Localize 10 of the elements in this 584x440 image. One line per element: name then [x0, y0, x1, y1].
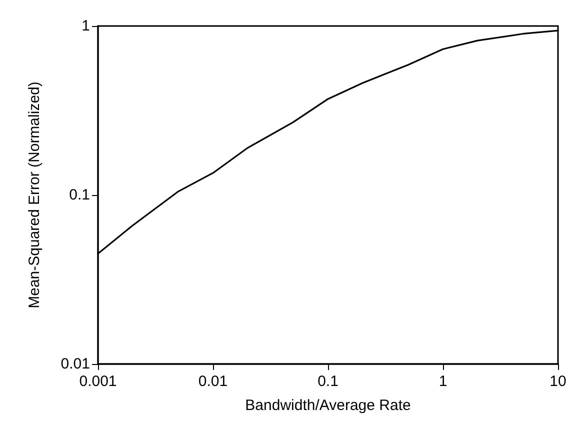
y-tick-label: 1	[82, 18, 90, 34]
x-tick-label: 0.1	[318, 373, 338, 390]
y-tick-label: 0.01	[60, 356, 90, 372]
y-axis-title: Mean-Squared Error (Normalized)	[26, 82, 43, 308]
x-tick-label: 0.01	[198, 373, 228, 390]
x-tick-label: 10	[550, 373, 566, 390]
y-tick-label: 0.1	[69, 186, 90, 204]
x-tick-label: 0.001	[79, 373, 117, 390]
x-tick-label: 1	[438, 373, 448, 390]
x-axis-title: Bandwidth/Average Rate	[245, 397, 411, 414]
